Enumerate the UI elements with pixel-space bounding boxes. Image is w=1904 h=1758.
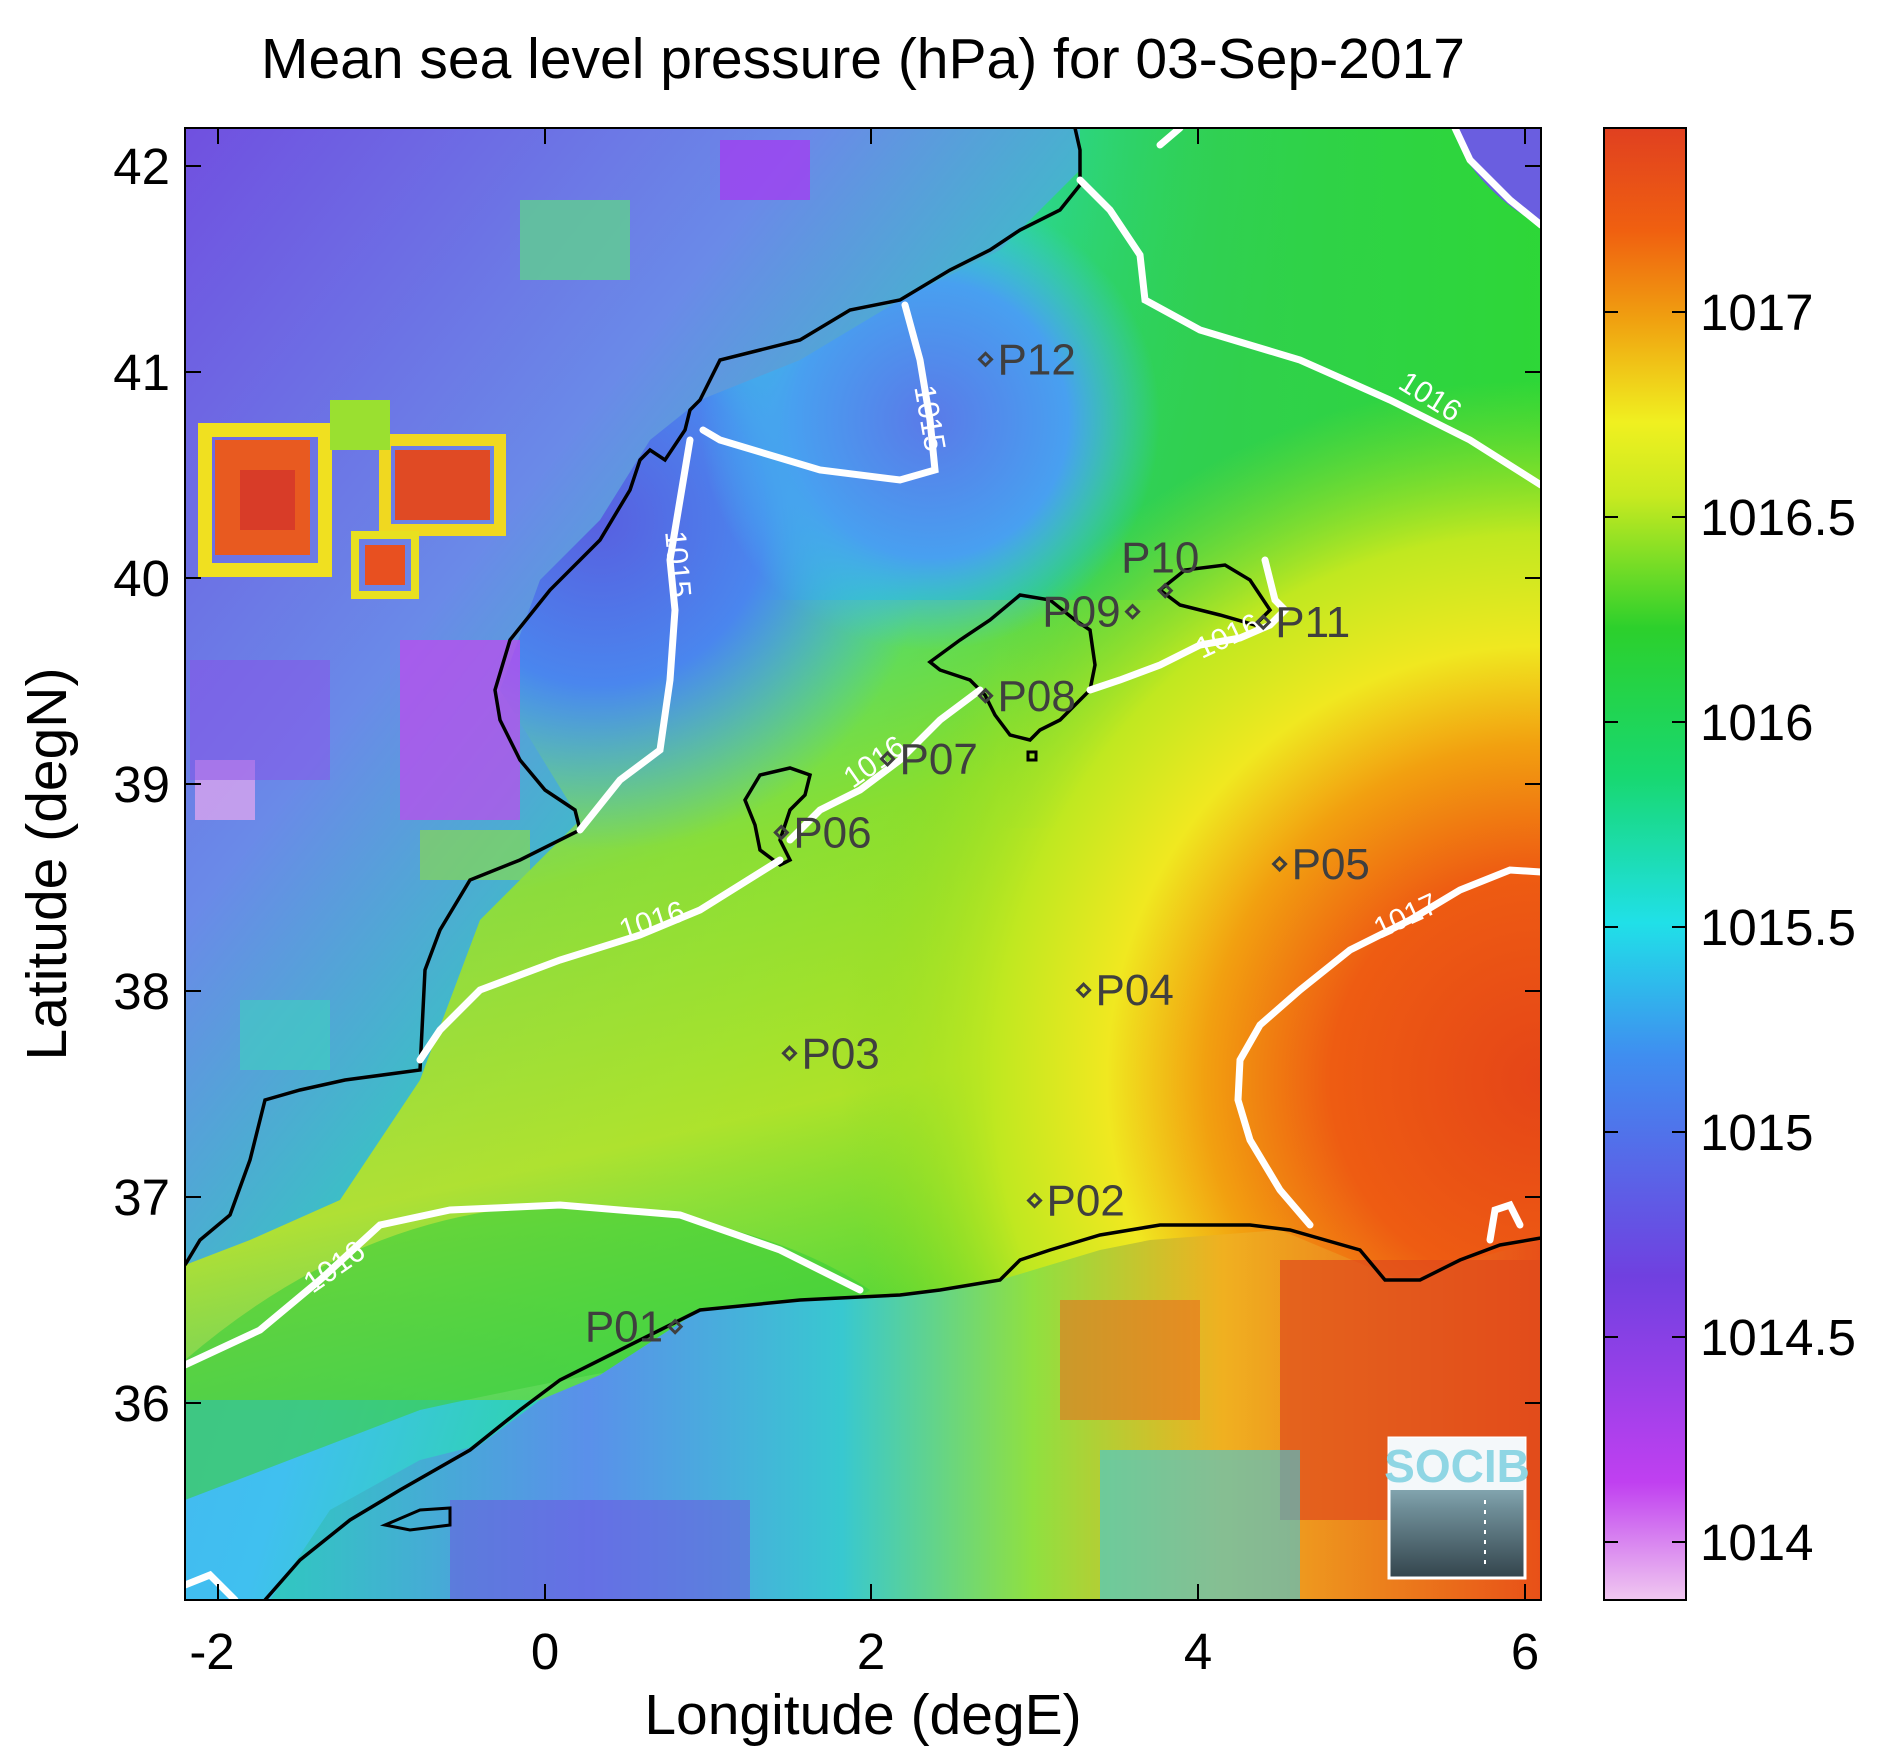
x-tick-label: 2 [857,1623,885,1680]
land-texture [190,140,810,1070]
african-coastline [263,1223,1541,1600]
contour-1016-ne [1076,128,1541,489]
station-label: P02 [1047,1176,1125,1225]
cabrera-islet [1026,750,1038,762]
x-axis-label: Longitude (degE) [644,1683,1081,1747]
station-marker [1075,982,1092,999]
colorbar-tick-label: 1017 [1700,284,1813,341]
x-tick-label: -2 [189,1623,234,1680]
station-marker [1255,614,1272,631]
x-tick-label: 0 [531,1623,559,1680]
mallorca-outline [927,593,1097,742]
alboran-island [379,1506,452,1532]
contour-1016-ibiza [786,686,984,844]
station-marker [1026,1192,1043,1209]
station-label: P01 [585,1303,663,1352]
x-tick-label: 4 [1184,1623,1212,1680]
y-tick-label: 37 [113,1169,170,1226]
contour-1017 [1234,866,1541,1229]
colorbar-tick-label: 1014.5 [1700,1309,1856,1366]
menorca-outline [1157,563,1273,627]
x-tick-label: 6 [1511,1623,1539,1680]
ne-corner-low [1455,128,1541,225]
station-label: P07 [900,735,978,784]
y-tick-label: 39 [113,756,170,813]
station-label: P08 [998,672,1076,721]
socib-logo-text: SOCIB [1384,1440,1530,1492]
iberian-coastline [185,128,1082,1266]
station-marker [1157,582,1174,599]
contour-label-1015-west: 1015 [658,529,697,598]
southwest-sea [185,1205,870,1500]
station-label: P10 [1121,534,1199,583]
map-title: Mean sea level pressure (hPa) for 03-Sep… [261,27,1465,91]
socib-logo: SOCIB [1384,1436,1530,1580]
contour-1016-balearic [1086,556,1290,694]
x-axis: -2 0 2 4 6 Longitude (degE) [189,128,1539,1747]
contour-1017-south [1486,1200,1524,1244]
station-label: P09 [1042,588,1120,637]
station-marker [773,824,790,841]
colorbar-tick-label: 1016.5 [1700,489,1856,546]
contour-1015-north [699,301,939,484]
contour-1016-ne-corner [1451,128,1541,229]
station-marker [977,351,994,368]
pressure-field: 1015 1015 1016 1016 1016 1016 1016 1017 … [185,128,1541,1600]
station-label: P06 [793,808,871,857]
contour-1016-south [185,1201,864,1369]
station-marker [879,750,896,767]
station-label: P11 [1275,598,1350,647]
colorbar-tick-label: 1014 [1700,1514,1813,1571]
colorbar: 1017 1016.5 1016 1015.5 1015 1014.5 1014 [1603,127,1856,1601]
station-label: P03 [801,1029,879,1078]
colorbar-tick-label: 1015.5 [1700,899,1856,956]
contour-1016-sw-corner [185,1570,239,1600]
y-tick-label: 36 [113,1375,170,1432]
station-label: P04 [1096,966,1174,1015]
station-label: P12 [998,335,1076,384]
station-marker [781,1045,798,1062]
y-axis: 42 41 40 39 38 37 36 Latitude (degN) [15,138,1541,1432]
colorbar-tick-label: 1016 [1700,694,1813,751]
y-tick-label: 42 [113,138,170,195]
contours [185,128,1541,1600]
colorbar-gradient [1603,127,1687,1601]
station-marker [1271,855,1288,873]
y-axis-label: Latitude (degN) [15,668,79,1061]
contour-1016-coast [416,856,784,1064]
y-tick-label: 41 [113,344,170,401]
map-frame [184,127,1542,1601]
y-tick-label: 38 [113,963,170,1020]
station-marker [666,1318,684,1335]
iberia-land [185,128,1080,1265]
contour-1015-west [576,436,694,834]
colorbar-tick-label: 1015 [1700,1104,1813,1161]
station-label: P05 [1292,840,1370,889]
ibiza-outline [743,766,813,868]
y-tick-label: 40 [113,550,170,607]
station-marker [1124,603,1141,620]
station-marker [977,687,994,704]
